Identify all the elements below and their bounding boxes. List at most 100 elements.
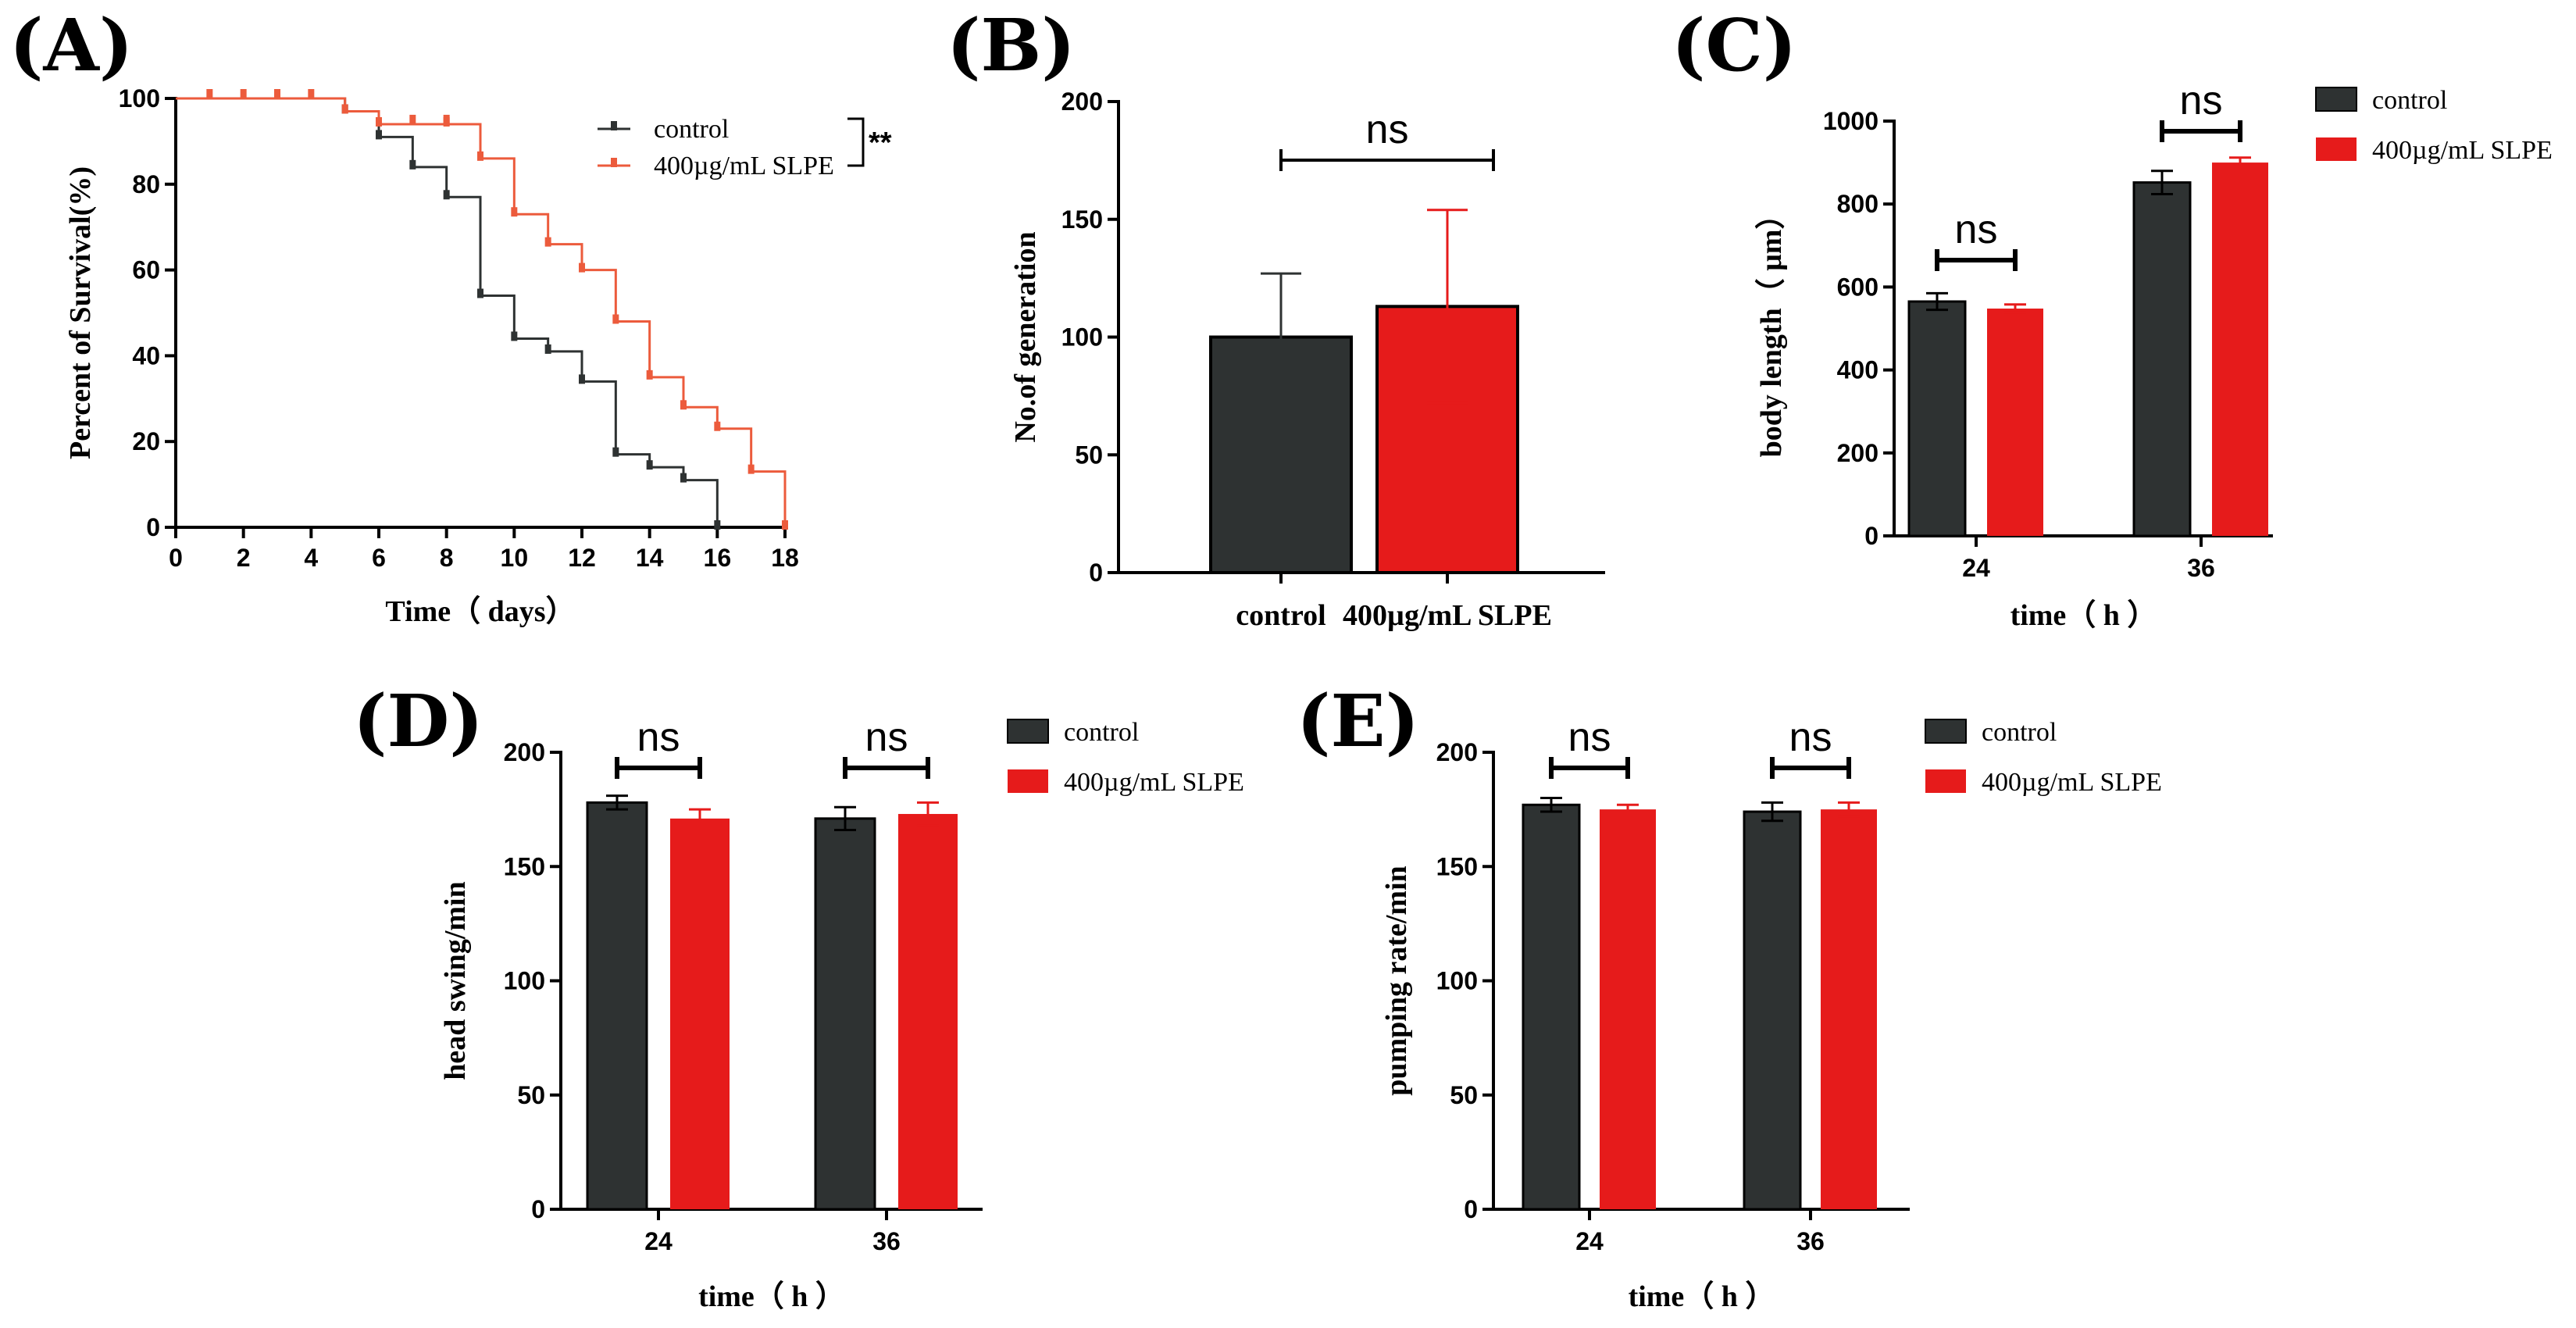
legend-label: control xyxy=(1982,718,2057,747)
x-axis-title: time（ h ） xyxy=(698,1280,845,1313)
legend-label: control xyxy=(1064,718,1139,747)
panel-label: (D) xyxy=(353,679,483,763)
censor-mark xyxy=(680,473,687,483)
y-tick-label: 0 xyxy=(1464,1195,1478,1223)
y-tick-label: 0 xyxy=(531,1195,545,1223)
y-axis-title: pumping rate/min xyxy=(1380,866,1413,1096)
y-tick-label: 1000 xyxy=(1823,107,1878,135)
y-tick-label: 150 xyxy=(1061,205,1103,234)
y-tick-label: 0 xyxy=(1864,522,1878,550)
category-label: control xyxy=(1236,599,1325,632)
panel-label: (C) xyxy=(1672,3,1796,87)
y-tick-label: 150 xyxy=(504,852,545,880)
y-tick-label: 50 xyxy=(1450,1081,1478,1109)
category-label: 400µg/mL SLPE xyxy=(1343,599,1552,632)
category-label: 36 xyxy=(1796,1227,1825,1255)
censor-mark xyxy=(240,89,247,98)
legend-label: 400µg/mL SLPE xyxy=(2372,136,2553,165)
y-tick-label: 0 xyxy=(1089,559,1103,587)
y-tick-label: 200 xyxy=(1436,738,1478,766)
y-tick-label: 100 xyxy=(119,84,160,112)
y-tick-label: 200 xyxy=(504,738,545,766)
legend-swatch xyxy=(1007,719,1049,744)
y-tick-label: 40 xyxy=(132,341,160,369)
y-axis-title: Percent of Survival(%) xyxy=(64,166,97,459)
bar-control-36 xyxy=(814,817,876,1211)
x-tick-label: 18 xyxy=(771,544,799,572)
legend-swatch xyxy=(1925,719,1967,744)
bar-slpe-36 xyxy=(898,813,958,1209)
x-tick-label: 12 xyxy=(568,544,596,572)
panel-label: (E) xyxy=(1297,679,1419,763)
censor-mark xyxy=(206,89,213,98)
censor-mark xyxy=(646,369,653,380)
significance-bracket xyxy=(847,117,865,167)
bar-control-36 xyxy=(1743,810,1802,1211)
y-tick-label: 80 xyxy=(132,170,160,198)
x-tick-label: 4 xyxy=(304,544,318,572)
significance-label: ns xyxy=(865,715,908,760)
censor-mark xyxy=(782,520,788,530)
x-tick-label: 2 xyxy=(237,544,251,572)
y-tick-label: 400 xyxy=(1837,356,1878,384)
x-axis-title: time（ h ） xyxy=(2010,599,2157,632)
significance-label: ns xyxy=(1789,715,1832,760)
x-axis-title: Time（ days） xyxy=(385,595,575,628)
y-tick-label: 50 xyxy=(1075,441,1103,469)
legend-marker xyxy=(611,158,617,167)
censor-mark xyxy=(612,314,619,324)
censor-mark xyxy=(274,89,280,98)
category-label: 24 xyxy=(1962,554,1990,582)
y-tick-label: 100 xyxy=(504,967,545,995)
category-label: 24 xyxy=(644,1227,673,1255)
legend-label: 400µg/mL SLPE xyxy=(1982,768,2162,797)
censor-mark xyxy=(409,159,416,170)
significance-label: ** xyxy=(869,127,892,159)
censor-mark xyxy=(376,116,382,127)
censor-mark xyxy=(646,460,653,470)
censor-mark xyxy=(714,421,721,431)
legend-label: control xyxy=(2372,86,2447,115)
panel-label: (B) xyxy=(947,3,1076,87)
bar-control-24 xyxy=(1522,803,1581,1211)
legend-label: control xyxy=(654,115,729,144)
y-tick-label: 200 xyxy=(1061,87,1103,116)
significance-label: ns xyxy=(1955,207,1998,252)
censor-mark xyxy=(747,464,755,474)
x-tick-label: 0 xyxy=(169,544,183,572)
category-label: 24 xyxy=(1575,1227,1604,1255)
legend-label: 400µg/mL SLPE xyxy=(1064,768,1244,797)
censor-mark xyxy=(544,237,551,247)
censor-mark xyxy=(443,114,450,124)
category-label: 36 xyxy=(2187,554,2215,582)
censor-mark xyxy=(680,400,687,410)
legend-label: 400µg/mL SLPE xyxy=(654,152,834,180)
legend-swatch xyxy=(1008,769,1048,793)
y-axis-title: body length（ μm） xyxy=(1755,200,1788,458)
bar-slpe-36 xyxy=(2212,162,2268,536)
significance-label: ns xyxy=(1366,107,1409,152)
bar-control-24 xyxy=(586,801,648,1211)
x-tick-label: 16 xyxy=(704,544,732,572)
x-tick-label: 8 xyxy=(440,544,454,572)
y-tick-label: 20 xyxy=(132,427,160,455)
censor-mark xyxy=(341,104,348,114)
y-tick-label: 50 xyxy=(517,1081,545,1109)
censor-mark xyxy=(477,288,483,298)
bar-slpe-24 xyxy=(1600,809,1656,1209)
censor-mark xyxy=(511,207,518,217)
panel-label: (A) xyxy=(9,3,133,87)
censor-mark xyxy=(409,114,416,124)
x-axis-title: time（ h ） xyxy=(1629,1280,1775,1313)
x-tick-label: 10 xyxy=(501,544,529,572)
legend-swatch xyxy=(1925,769,1966,793)
survival-curve-control xyxy=(176,97,719,527)
censor-mark xyxy=(511,331,518,341)
category-label: 36 xyxy=(872,1227,901,1255)
bar-slpe-36 xyxy=(1821,809,1877,1209)
censor-mark xyxy=(376,130,382,140)
bar-control-24 xyxy=(1907,300,1967,537)
y-tick-label: 0 xyxy=(146,513,160,541)
y-tick-label: 600 xyxy=(1837,273,1878,301)
y-tick-label: 150 xyxy=(1436,852,1478,880)
